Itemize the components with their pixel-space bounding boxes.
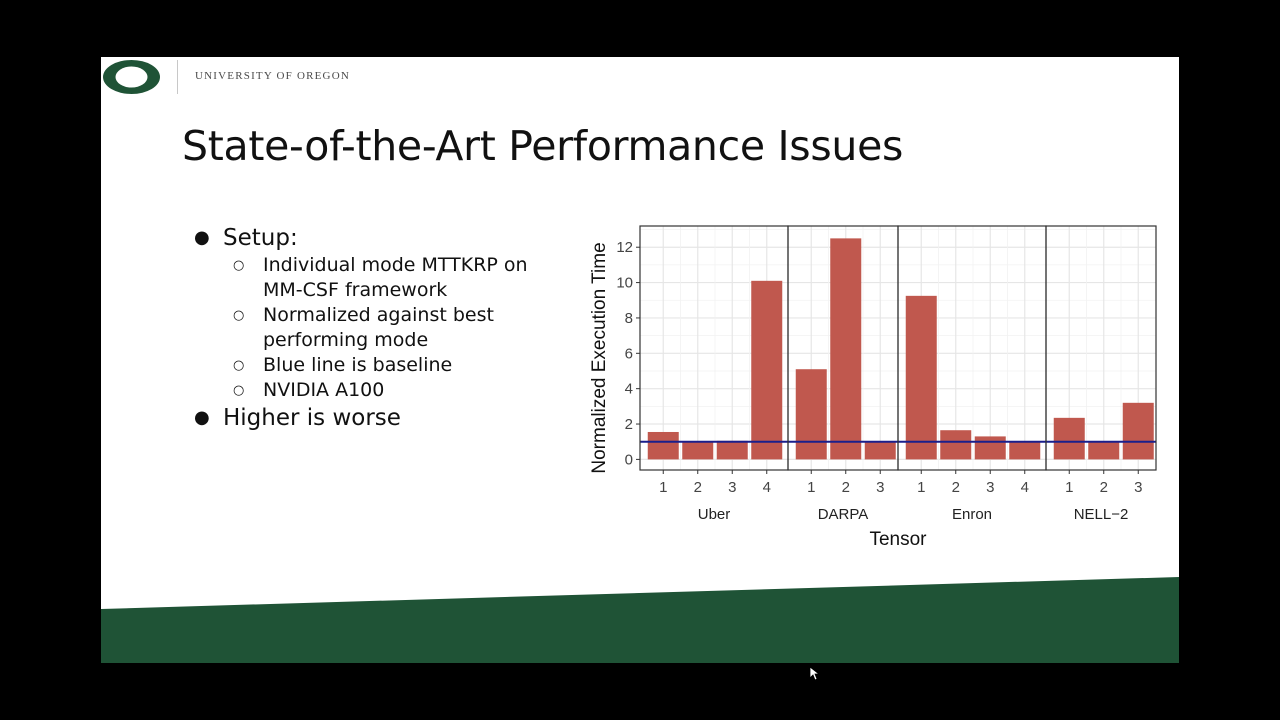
bullet-text: Higher is worse <box>223 405 401 431</box>
x-tick-label: 4 <box>763 479 771 496</box>
bar <box>751 280 783 460</box>
panel-border <box>1045 225 1157 471</box>
sub-bullet-circle-icon: ○ <box>233 383 245 398</box>
x-tick-label: 2 <box>842 479 850 496</box>
y-tick-label: 8 <box>625 310 633 327</box>
bar <box>716 440 748 460</box>
facet-label: NELL−2 <box>1074 506 1129 523</box>
bullet-text: Setup: <box>223 225 298 251</box>
x-tick-label: 3 <box>728 479 736 496</box>
sub-bullet-item: ○ Blue line is baseline <box>191 353 551 378</box>
sub-bullet-text: Blue line is baseline <box>263 354 453 376</box>
bar <box>905 295 937 460</box>
sub-bullet-item: ○ NVIDIA A100 <box>191 378 551 403</box>
bullet-list: ● Setup: ○ Individual mode MTTKRP on MM-… <box>191 223 551 433</box>
x-tick-label: 1 <box>807 479 815 496</box>
bar <box>830 238 862 460</box>
bar <box>974 436 1006 460</box>
x-tick-label: 2 <box>694 479 702 496</box>
sub-bullet-item: ○ Normalized against best performing mod… <box>191 303 551 353</box>
facet-label: DARPA <box>818 506 869 523</box>
bar <box>940 430 972 460</box>
y-tick-label: 4 <box>625 381 633 398</box>
x-tick-label: 4 <box>1021 479 1029 496</box>
bullet-dot-icon: ● <box>194 407 210 428</box>
facet-label: Uber <box>698 506 731 523</box>
bullet-item: ● Higher is worse <box>191 403 551 433</box>
sub-bullet-circle-icon: ○ <box>233 258 245 273</box>
x-tick-label: 1 <box>659 479 667 496</box>
university-logo-icon <box>103 60 160 94</box>
sub-bullet-text: Individual mode MTTKRP on MM-CSF framewo… <box>263 254 528 301</box>
sub-bullet-circle-icon: ○ <box>233 308 245 323</box>
bullet-item: ● Setup: <box>191 223 551 253</box>
slide-title: State-of-the-Art Performance Issues <box>182 122 904 170</box>
y-axis-label: Normalized Execution Time <box>589 242 610 473</box>
bar <box>647 431 679 460</box>
y-tick-label: 6 <box>625 345 633 362</box>
facet-label: Enron <box>952 506 992 523</box>
x-tick-label: 2 <box>1100 479 1108 496</box>
logo-divider <box>177 60 178 94</box>
sub-bullet-text: NVIDIA A100 <box>263 379 385 401</box>
bar <box>1122 402 1154 460</box>
x-tick-label: 1 <box>1065 479 1073 496</box>
x-tick-label: 3 <box>986 479 994 496</box>
university-name: UNIVERSITY OF OREGON <box>195 70 350 82</box>
x-tick-label: 2 <box>952 479 960 496</box>
bar <box>1053 417 1085 460</box>
bar <box>1088 441 1120 460</box>
y-tick-label: 12 <box>616 239 633 256</box>
x-axis-label: Tensor <box>869 529 927 550</box>
x-tick-label: 1 <box>917 479 925 496</box>
sub-bullet-text: Normalized against best performing mode <box>263 304 494 351</box>
sub-bullet-circle-icon: ○ <box>233 358 245 373</box>
bullet-dot-icon: ● <box>194 227 210 248</box>
bar <box>682 441 714 460</box>
bar <box>795 369 827 460</box>
y-tick-label: 0 <box>625 451 633 468</box>
x-tick-label: 3 <box>1134 479 1142 496</box>
bar <box>1009 441 1041 460</box>
y-tick-label: 2 <box>625 416 633 433</box>
sub-bullet-item: ○ Individual mode MTTKRP on MM-CSF frame… <box>191 253 551 303</box>
slide: UNIVERSITY OF OREGON State-of-the-Art Pe… <box>101 57 1179 663</box>
x-tick-label: 3 <box>876 479 884 496</box>
bar <box>864 441 896 460</box>
y-tick-label: 10 <box>616 275 633 292</box>
mouse-cursor-icon <box>810 667 820 681</box>
